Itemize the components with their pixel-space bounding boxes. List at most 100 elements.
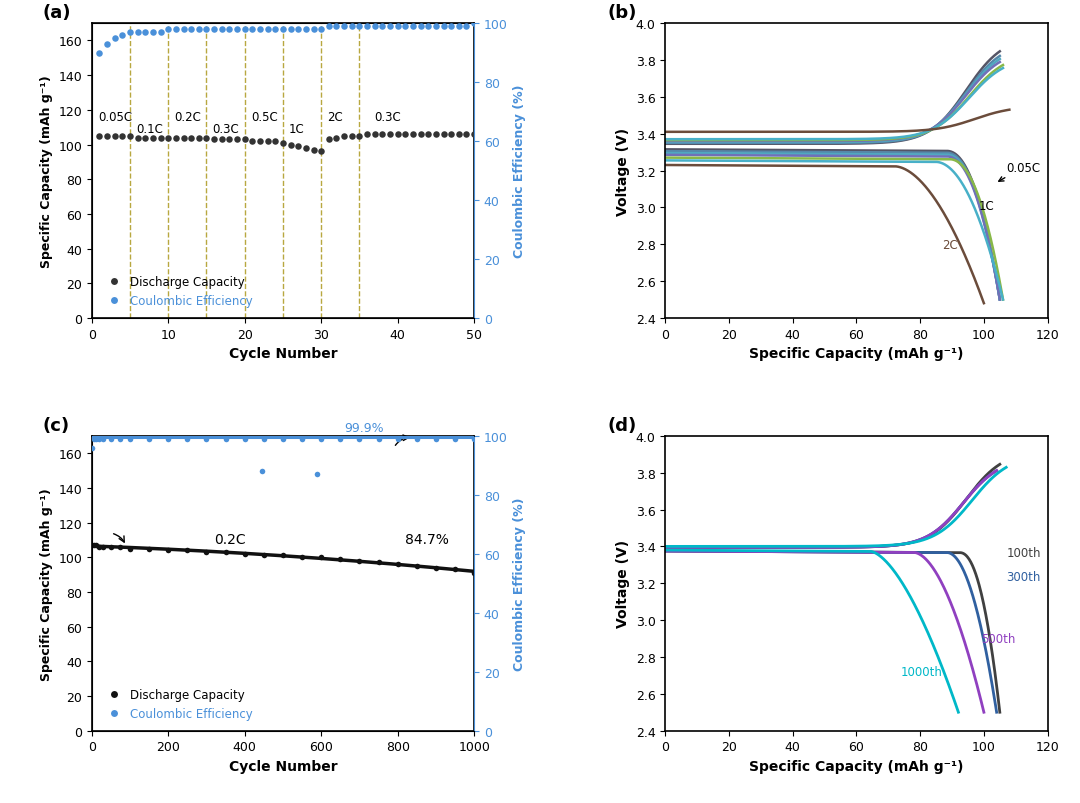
Point (305, 23, 322, 36)
Point (198, 433, 215, 446)
Point (121, 543, 138, 556)
Text: 0.05C: 0.05C (999, 161, 1040, 182)
Point (183, 23, 200, 36)
Point (404, 128, 421, 141)
Point (343, 130, 361, 143)
Point (252, 23, 269, 36)
Point (274, 433, 292, 446)
Point (366, 128, 383, 141)
Point (328, 132, 346, 145)
Point (294, 551, 311, 564)
Text: 300th: 300th (1007, 570, 1040, 583)
Point (282, 23, 299, 36)
Point (320, 134, 337, 147)
Point (140, 433, 158, 446)
Text: 99.9%: 99.9% (345, 422, 383, 435)
Point (297, 23, 314, 36)
Point (137, 132, 154, 145)
Point (121, 130, 138, 143)
Point (98, 39, 116, 51)
Point (389, 21, 406, 34)
Point (145, 26, 162, 39)
Point (252, 136, 269, 149)
Point (220, 134, 238, 147)
Point (443, 128, 460, 141)
Text: 1000th: 1000th (901, 666, 943, 679)
Point (259, 136, 276, 149)
Point (465, 567, 483, 580)
Point (106, 32, 123, 45)
Point (408, 560, 426, 573)
Point (389, 433, 406, 446)
Y-axis label: Coulombic Efficiency (%): Coulombic Efficiency (%) (513, 84, 526, 258)
Point (255, 549, 272, 562)
Point (91, 47, 108, 60)
Point (465, 128, 483, 141)
Point (312, 551, 329, 564)
Point (274, 549, 292, 562)
Text: 0.05C: 0.05C (98, 111, 132, 124)
Point (294, 433, 311, 446)
Point (255, 433, 272, 446)
Point (428, 433, 445, 446)
Point (247, 427, 265, 440)
Point (450, 128, 468, 141)
Point (98, 130, 116, 143)
Point (85, 433, 103, 446)
Text: 0.3C: 0.3C (213, 123, 240, 137)
Point (112, 540, 130, 553)
Point (237, 548, 254, 560)
Point (106, 130, 123, 143)
Text: 2C: 2C (327, 111, 343, 124)
Point (267, 136, 284, 149)
Text: 0.2C: 0.2C (214, 532, 246, 547)
Point (332, 552, 349, 565)
Point (103, 540, 120, 553)
Text: 0.2C: 0.2C (174, 111, 201, 124)
Point (121, 433, 138, 446)
Point (274, 23, 292, 36)
Point (446, 563, 463, 576)
Point (374, 21, 391, 34)
Point (198, 132, 215, 145)
Point (351, 555, 368, 568)
Point (343, 21, 361, 34)
Point (389, 128, 406, 141)
Text: 100th: 100th (1007, 546, 1041, 559)
Point (91, 540, 108, 553)
Point (428, 128, 445, 141)
Point (137, 26, 154, 39)
Point (374, 128, 391, 141)
X-axis label: Specific Capacity (mAh g⁻¹): Specific Capacity (mAh g⁻¹) (750, 347, 963, 361)
Point (229, 23, 246, 36)
Point (359, 21, 376, 34)
Point (351, 21, 368, 34)
Point (91, 130, 108, 143)
Point (351, 433, 368, 446)
X-axis label: Specific Capacity (mAh g⁻¹): Specific Capacity (mAh g⁻¹) (750, 759, 963, 773)
Point (446, 433, 463, 446)
Point (129, 26, 146, 39)
Point (359, 128, 376, 141)
Point (254, 465, 271, 478)
Point (435, 128, 453, 141)
Point (450, 21, 468, 34)
Point (336, 130, 353, 143)
Y-axis label: Voltage (V): Voltage (V) (616, 128, 630, 215)
Point (220, 23, 238, 36)
Point (465, 433, 483, 446)
Text: 0.1C: 0.1C (136, 123, 163, 137)
Point (129, 132, 146, 145)
Point (217, 546, 234, 559)
Point (113, 30, 131, 43)
Point (435, 21, 453, 34)
Point (443, 21, 460, 34)
Point (217, 433, 234, 446)
Point (351, 130, 368, 143)
Point (140, 543, 158, 556)
Point (309, 468, 326, 481)
Y-axis label: Coulombic Efficiency (%): Coulombic Efficiency (%) (513, 497, 526, 671)
Point (160, 433, 177, 446)
Point (289, 141, 307, 153)
Point (103, 433, 120, 446)
